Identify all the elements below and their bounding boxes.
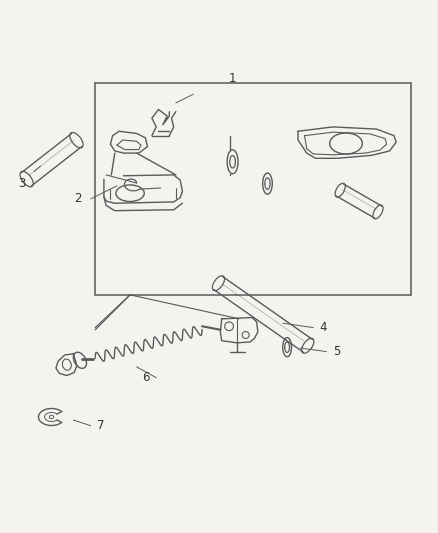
Text: 3: 3 — [18, 177, 25, 190]
Text: 1: 1 — [228, 72, 235, 85]
Text: 5: 5 — [332, 345, 339, 358]
Text: 2: 2 — [74, 192, 82, 205]
Text: 6: 6 — [142, 372, 149, 384]
Text: 7: 7 — [97, 419, 105, 432]
Text: 4: 4 — [319, 321, 327, 334]
